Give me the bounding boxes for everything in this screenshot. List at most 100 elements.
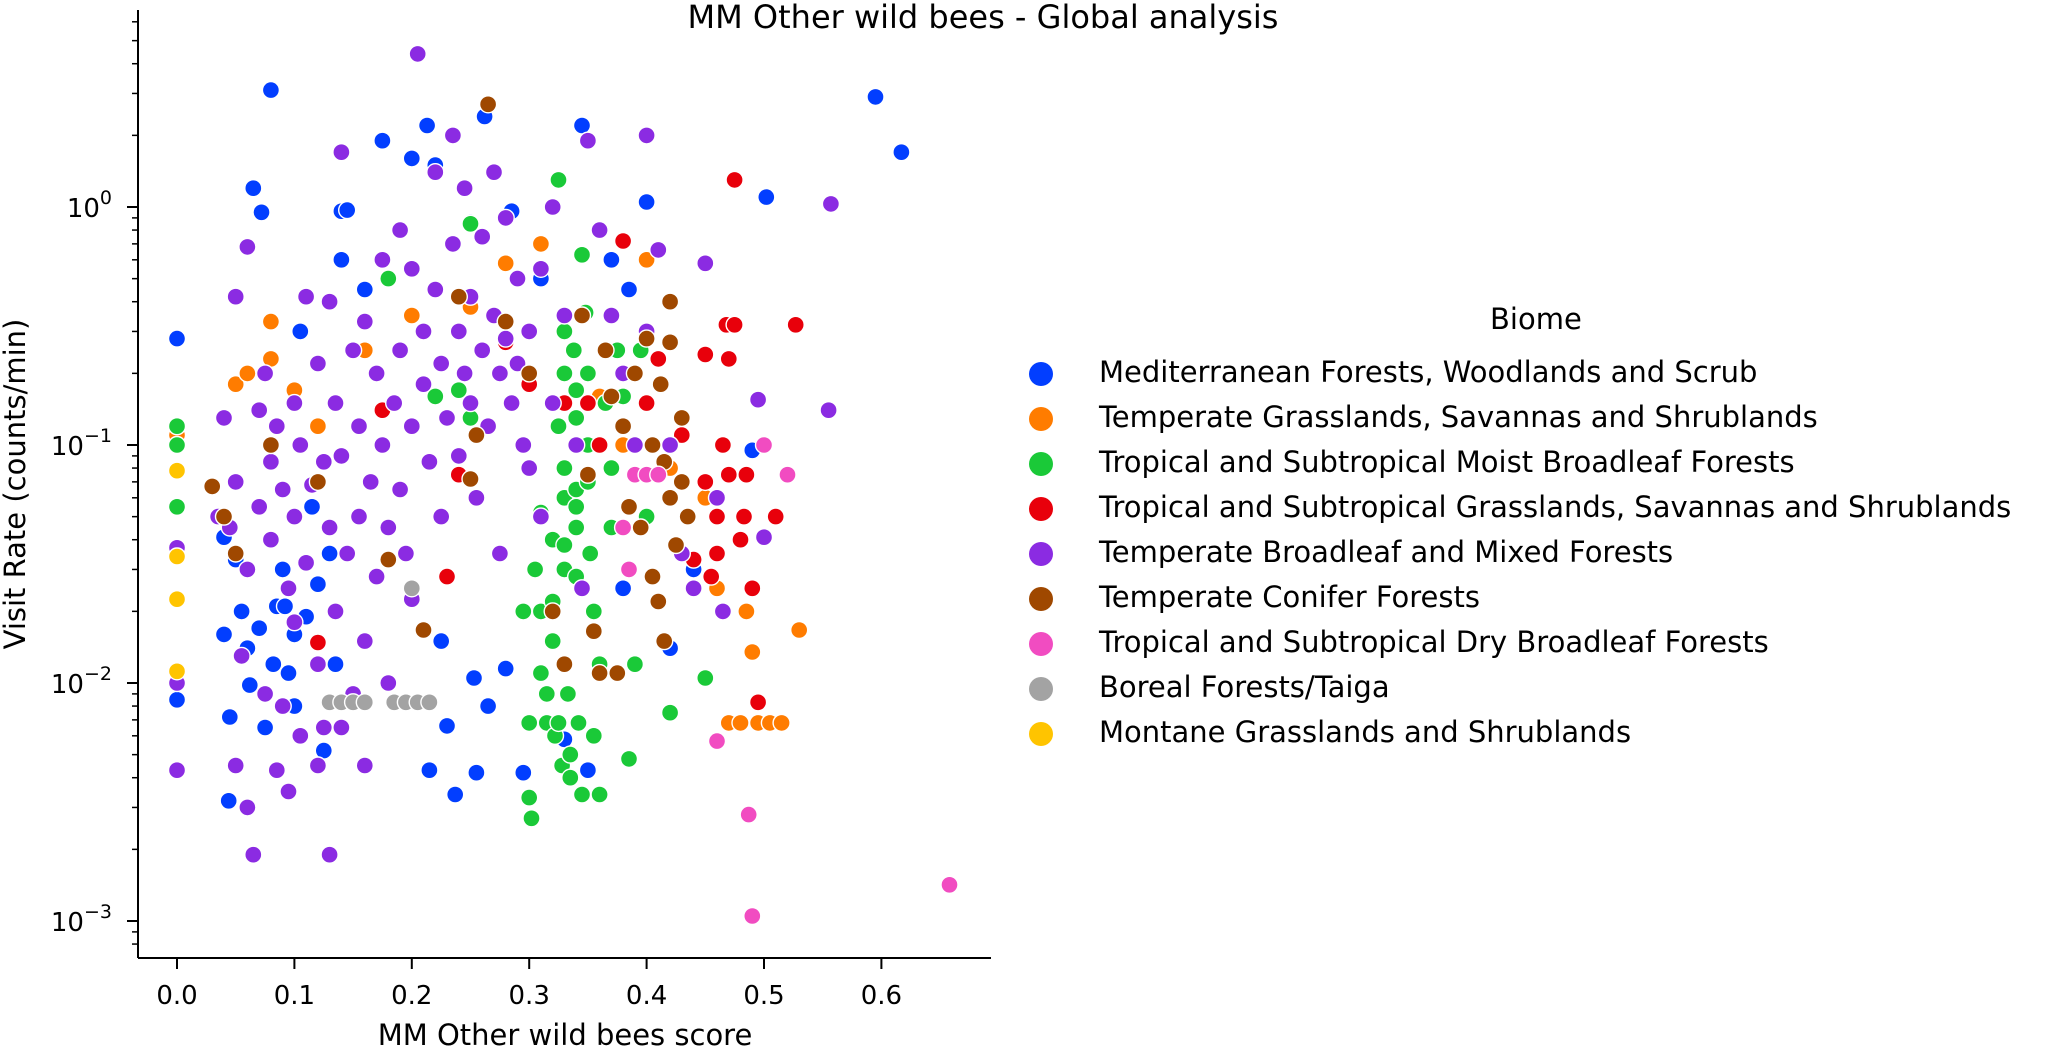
data-point <box>273 696 292 716</box>
data-point <box>464 668 484 688</box>
data-point <box>484 162 504 182</box>
data-point <box>402 417 421 436</box>
chart-title: MM Other wild bees - Global analysis <box>688 0 1279 36</box>
data-point <box>514 763 533 782</box>
legend-marker <box>1029 452 1053 476</box>
data-point <box>520 322 539 341</box>
data-point <box>637 192 656 212</box>
data-point <box>748 390 768 409</box>
legend-marker <box>1029 677 1053 701</box>
data-point <box>613 417 633 436</box>
data-point <box>572 579 592 598</box>
data-point <box>578 393 598 413</box>
legend-marker <box>1029 632 1053 656</box>
data-point <box>296 553 316 572</box>
data-point <box>543 393 562 413</box>
data-point <box>261 435 281 455</box>
legend-marker <box>1029 362 1053 386</box>
data-point <box>649 592 668 611</box>
data-point <box>672 472 691 492</box>
data-point <box>772 713 791 733</box>
data-point <box>261 452 281 471</box>
data-point <box>558 684 578 704</box>
data-point <box>778 465 797 484</box>
data-point <box>578 131 598 150</box>
data-point <box>273 480 292 499</box>
data-point <box>707 488 727 507</box>
data-point <box>520 788 539 807</box>
data-point <box>737 602 756 621</box>
data-point <box>461 469 480 489</box>
data-point <box>226 375 245 394</box>
data-point <box>267 417 286 436</box>
data-point <box>719 465 738 484</box>
data-point <box>748 693 768 712</box>
data-point <box>240 675 260 695</box>
y-tick-label: 100 <box>67 187 112 224</box>
data-point <box>567 518 586 537</box>
data-point <box>455 178 474 198</box>
data-point <box>314 452 333 471</box>
data-point <box>754 528 774 547</box>
data-point <box>308 633 328 652</box>
data-point <box>261 530 281 549</box>
legend-marker <box>1029 407 1053 431</box>
data-point <box>238 364 257 383</box>
data-point <box>731 530 750 549</box>
data-point <box>320 292 339 311</box>
legend-label: Tropical and Subtropical Grasslands, Sav… <box>1099 490 2012 524</box>
data-point <box>584 726 603 745</box>
data-point <box>467 763 486 782</box>
x-tick-label: 0.4 <box>626 981 667 1011</box>
data-point <box>940 875 959 894</box>
data-point <box>572 785 592 804</box>
data-point <box>449 322 468 341</box>
data-point <box>613 579 633 598</box>
data-point <box>496 254 515 273</box>
data-point <box>537 684 556 704</box>
data-point <box>443 126 463 145</box>
data-point <box>379 269 398 288</box>
data-point <box>649 240 668 260</box>
data-point <box>520 458 539 478</box>
data-point <box>590 220 609 240</box>
data-point <box>437 567 457 586</box>
data-point <box>637 393 656 413</box>
data-point <box>214 625 234 644</box>
data-point <box>602 306 621 325</box>
data-point <box>555 535 574 555</box>
x-tick-label: 0.2 <box>391 981 432 1011</box>
data-point <box>625 364 645 383</box>
data-point <box>555 322 574 341</box>
data-point <box>291 322 310 341</box>
data-point <box>167 690 187 709</box>
data-point <box>214 507 234 526</box>
data-point <box>631 518 650 537</box>
data-point <box>625 655 645 674</box>
data-point <box>355 631 374 651</box>
legend-label: Temperate Broadleaf and Mixed Forests <box>1099 535 1674 569</box>
data-point <box>637 329 656 348</box>
data-point <box>320 518 339 537</box>
data-point <box>291 435 310 455</box>
data-point <box>672 408 691 428</box>
data-point <box>473 341 492 360</box>
data-point <box>643 567 662 586</box>
data-point <box>602 250 621 269</box>
data-point <box>514 435 533 455</box>
data-point <box>473 227 492 246</box>
data-point <box>252 203 271 222</box>
data-point <box>232 602 251 621</box>
data-point <box>320 544 339 563</box>
data-point <box>707 507 727 526</box>
data-point <box>461 214 480 234</box>
data-point <box>449 381 468 400</box>
data-point <box>572 245 592 265</box>
data-point <box>390 480 410 499</box>
data-point <box>696 254 715 273</box>
data-point <box>584 602 603 621</box>
data-point <box>567 435 586 455</box>
data-point <box>490 544 510 563</box>
data-point <box>514 602 533 621</box>
data-point <box>766 507 785 526</box>
